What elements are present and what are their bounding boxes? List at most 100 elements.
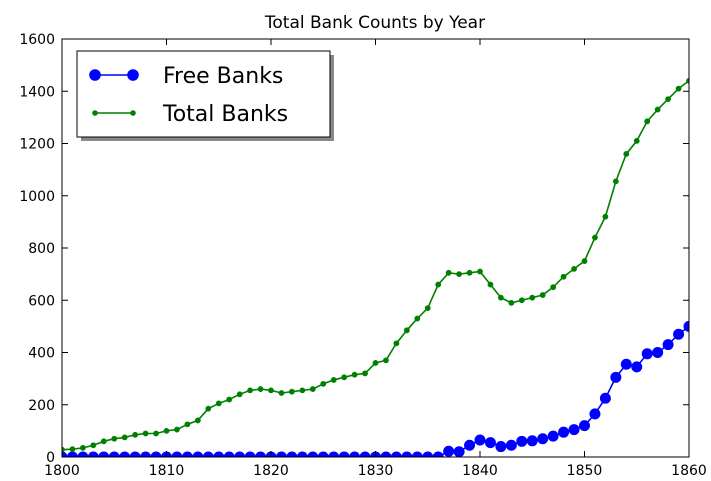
total-banks-point [602,213,609,220]
total-banks-point [571,265,577,272]
total-banks-point [100,438,107,445]
free-banks-point [589,408,601,420]
total-banks-point [445,269,452,276]
legend-label-total-banks: Total Banks [162,102,288,127]
total-banks-point [362,370,368,377]
free-banks-point [453,446,465,457]
total-banks-point [686,77,689,84]
total-banks-point [226,396,233,403]
free-banks-point [484,437,496,449]
x-tick-label: 1800 [44,463,80,479]
total-banks-point [487,281,494,288]
total-banks-point [320,380,327,387]
free-banks-point [631,361,643,373]
y-tick-label: 600 [28,293,55,309]
total-banks-point [351,371,358,378]
y-tick-label: 1600 [19,32,55,48]
y-tick-label: 1200 [19,137,55,153]
free-banks-point [673,328,685,340]
total-banks-point [288,388,295,395]
total-banks-point [194,417,201,424]
total-banks-point [665,96,671,102]
x-tick-label: 1820 [253,463,289,479]
total-banks-point [215,400,222,407]
axis-ticks: 1800 1810 1820 1830 1840 1850 1860 0 200 400 600 80… [19,32,706,479]
free-banks-line [62,325,689,457]
total-banks-point [424,305,431,311]
y-tick-label: 400 [28,346,55,362]
total-banks-point [205,405,212,412]
total-banks-point [184,421,191,428]
total-banks-point [466,269,473,276]
total-banks-point [497,294,504,301]
total-banks-point [278,390,285,396]
total-banks-point [163,427,170,434]
total-banks-point [111,435,118,442]
total-banks-point [153,430,159,437]
legend-marker-total-banks [130,110,136,116]
free-banks-point [610,371,622,383]
free-banks-point [568,424,580,436]
total-banks-point [581,258,588,264]
total-banks-point [174,426,180,433]
total-banks-point [257,386,264,392]
y-tick-label: 1000 [19,189,55,205]
total-banks-point [592,234,598,241]
chart-title: Total Bank Counts by Year [264,13,485,33]
total-banks-point [435,281,442,288]
x-tick-label: 1840 [462,463,498,479]
free-banks-point [495,441,507,453]
legend-marker-free-banks [89,69,101,81]
free-banks-point [526,435,538,447]
legend-label-free-banks: Free Banks [163,64,283,89]
free-banks-point [464,439,476,451]
legend-marker-free-banks [127,69,139,81]
free-banks-point [599,392,611,404]
y-tick-label: 200 [28,398,55,414]
total-banks-point [644,118,651,125]
free-banks-point [558,426,570,438]
free-banks-point [547,430,559,442]
x-tick-label: 1860 [671,463,707,479]
total-banks-point [142,430,149,437]
total-banks-point [456,271,462,278]
total-banks-point [69,446,76,453]
y-tick-label: 800 [28,241,55,257]
total-banks-point [518,297,525,304]
x-tick-label: 1850 [567,463,603,479]
legend: Free Banks Total Banks [76,50,334,141]
total-banks-point [393,340,400,347]
free-banks-point [662,339,674,351]
free-banks-point [505,439,517,451]
free-banks-point [443,445,455,457]
total-banks-point [372,360,379,366]
free-banks-point [652,346,664,358]
total-banks-point [121,434,128,441]
free-banks-point [516,435,528,447]
total-banks-point [623,151,630,157]
total-banks-point [80,444,86,451]
total-banks-point [633,137,640,144]
free-banks-point [578,420,590,432]
total-banks-point [299,387,306,394]
total-banks-point [612,178,619,185]
total-banks-point [539,292,546,298]
free-banks-point [474,434,486,446]
total-banks-point [309,386,316,392]
total-banks-point [654,106,661,113]
legend-box [76,50,331,138]
free-banks-point [537,433,549,445]
total-banks-point [383,357,389,364]
total-banks-point [560,273,567,280]
total-banks-point [236,391,243,398]
total-banks-point [247,387,253,394]
x-tick-label: 1830 [358,463,394,479]
plot-lines [62,77,689,457]
total-banks-point [90,442,97,449]
total-banks-point [403,327,410,334]
y-tick-label: 0 [46,450,55,466]
total-banks-point [414,315,421,322]
free-banks-point [620,358,632,370]
total-banks-point [477,268,483,275]
